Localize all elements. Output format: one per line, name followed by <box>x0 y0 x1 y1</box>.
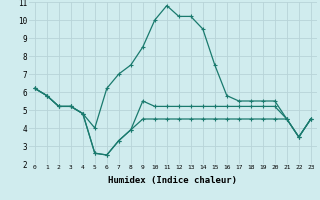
X-axis label: Humidex (Indice chaleur): Humidex (Indice chaleur) <box>108 176 237 185</box>
